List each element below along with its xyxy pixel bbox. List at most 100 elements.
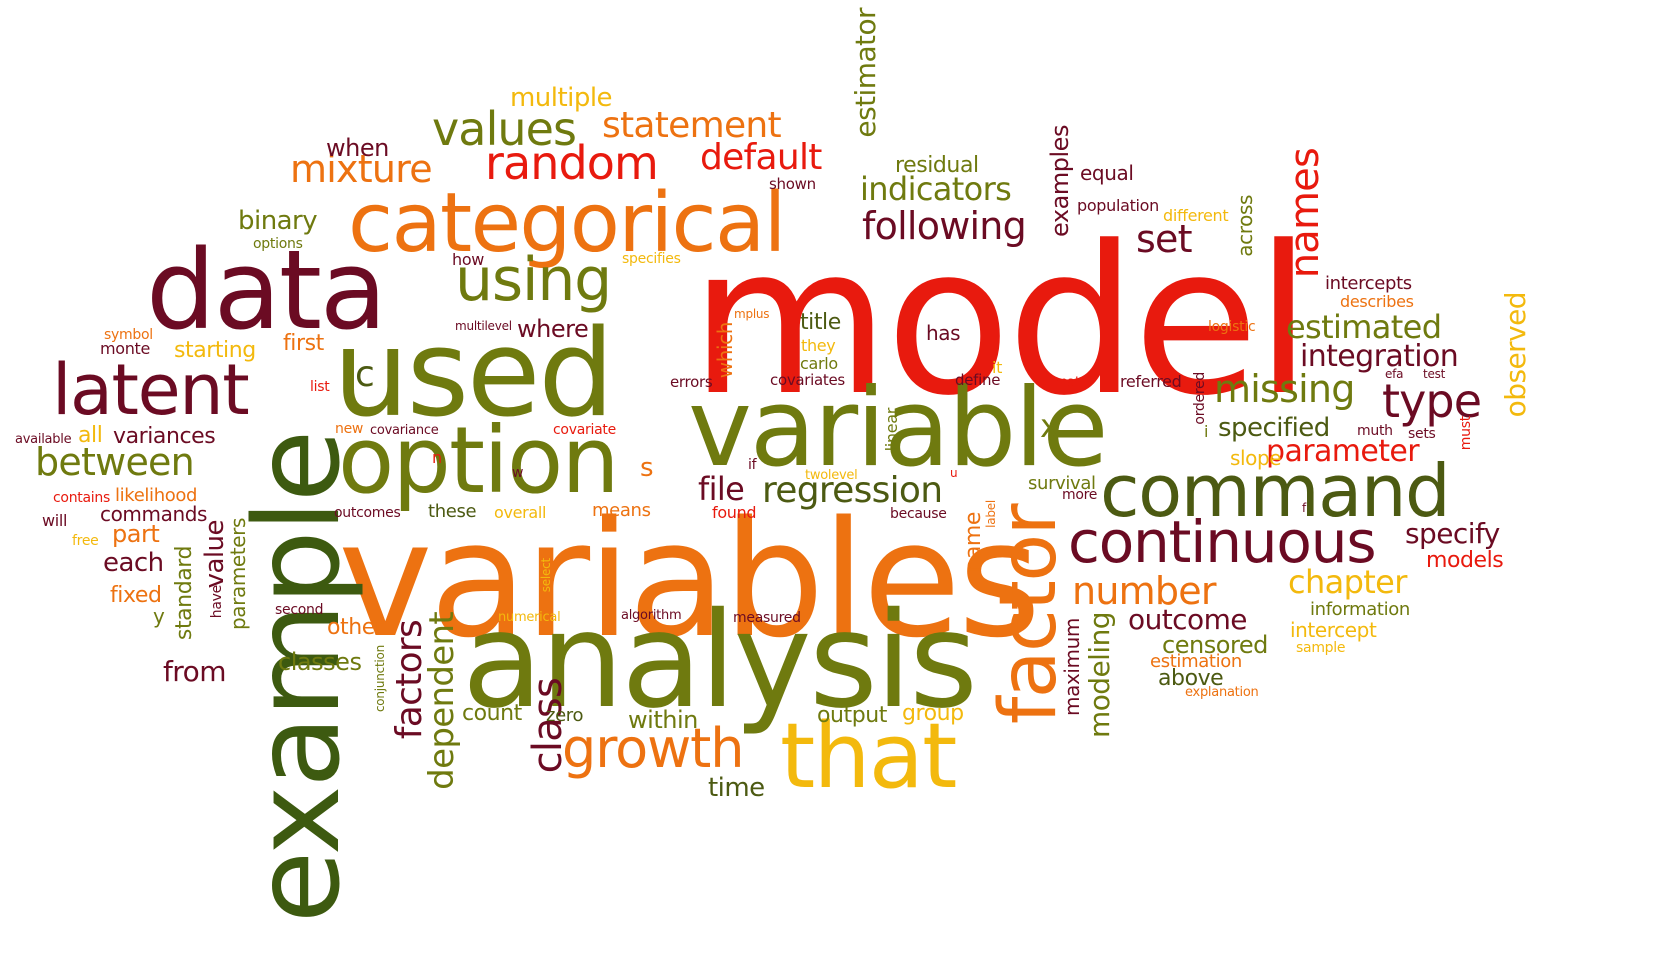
cloud-word-linear: linear — [882, 408, 901, 452]
cloud-word-names: names — [1282, 148, 1328, 279]
cloud-word-time: time — [708, 773, 765, 803]
cloud-word-data: data — [146, 226, 387, 354]
cloud-word-growth: growth — [562, 717, 745, 780]
cloud-word-residual: residual — [895, 153, 979, 178]
cloud-word-modeling: modeling — [1083, 612, 1116, 739]
cloud-word-algorithm: algorithm — [621, 608, 682, 623]
cloud-word-estimation: estimation — [1150, 651, 1242, 672]
cloud-word-sets: sets — [1408, 426, 1436, 442]
cloud-word-population: population — [1077, 196, 1159, 215]
cloud-word-using: using — [455, 245, 612, 315]
cloud-word-intercept: intercept — [1290, 618, 1377, 642]
cloud-word-following: following — [862, 204, 1027, 248]
cloud-word-latent: latent — [52, 349, 250, 431]
cloud-word-has: has — [926, 321, 961, 345]
cloud-word-zero: zero — [546, 705, 584, 726]
cloud-word-if: if — [748, 457, 757, 473]
cloud-word-how: how — [452, 250, 485, 269]
cloud-word-s: s — [640, 453, 654, 483]
cloud-word-label: label — [984, 500, 998, 528]
cloud-word-part: part — [112, 520, 160, 548]
cloud-word-must: must — [1458, 416, 1474, 451]
cloud-word-multilevel: multilevel — [455, 319, 512, 333]
cloud-word-overall: overall — [494, 503, 547, 522]
cloud-word-estimator: estimator — [849, 8, 882, 138]
cloud-word-have: have — [209, 585, 225, 619]
cloud-word-dependent: dependent — [422, 612, 462, 790]
cloud-word-twolevel: twolevel — [805, 468, 858, 483]
cloud-word-define: define — [955, 371, 1001, 389]
cloud-word-select: select — [539, 558, 553, 593]
cloud-word-options: options — [253, 236, 303, 252]
cloud-word-count: count — [462, 701, 522, 726]
cloud-word-variable: variable — [688, 366, 1109, 491]
cloud-word-which: which — [713, 322, 737, 379]
cloud-word-x: x — [1040, 407, 1059, 445]
cloud-word-first: first — [283, 331, 324, 356]
cloud-word-all: all — [78, 423, 103, 448]
cloud-word-these: these — [428, 501, 477, 522]
cloud-word-errors: errors — [670, 373, 713, 391]
cloud-word-more: more — [1062, 487, 1098, 503]
cloud-word-second: second — [275, 602, 324, 618]
cloud-word-w: w — [512, 465, 524, 481]
cloud-word-commands: commands — [100, 502, 208, 526]
cloud-word-c: c — [355, 354, 375, 395]
cloud-word-censored: censored — [1162, 631, 1268, 659]
cloud-word-group: group — [902, 701, 964, 726]
cloud-word-regression: regression — [762, 470, 943, 511]
cloud-word-new: new — [335, 421, 364, 437]
cloud-word-logistic: logistic — [1208, 319, 1256, 335]
cloud-word-referred: referred — [1120, 372, 1182, 391]
cloud-word-other: other — [327, 615, 384, 640]
cloud-word-conjunction: conjunction — [373, 645, 387, 713]
cloud-word-contains: contains — [53, 490, 111, 506]
cloud-word-binary: binary — [238, 206, 318, 236]
cloud-word-muth: muth — [1357, 423, 1393, 439]
cloud-word-used: used — [333, 305, 614, 444]
cloud-word-information: information — [1310, 599, 1410, 620]
cloud-word-free: free — [72, 533, 99, 549]
cloud-word-variances: variances — [113, 424, 216, 449]
cloud-word-different: different — [1163, 206, 1229, 225]
cloud-word-specified: specified — [1218, 413, 1330, 443]
cloud-word-that: that — [780, 704, 957, 809]
cloud-word-command: command — [1100, 449, 1451, 533]
cloud-word-efa: efa — [1385, 367, 1404, 381]
cloud-word-where: where — [517, 315, 589, 343]
cloud-word-covariates: covariates — [770, 371, 845, 389]
cloud-word-because: because — [890, 506, 947, 522]
cloud-word-models: models — [1426, 548, 1504, 573]
cloud-word-categorical: categorical — [348, 176, 786, 271]
cloud-word-factor: factor — [984, 505, 1074, 725]
cloud-word-it: it — [992, 358, 1003, 377]
cloud-word-will: will — [42, 511, 68, 530]
cloud-word-starting: starting — [174, 338, 256, 363]
cloud-word-default: default — [700, 137, 822, 178]
cloud-word-value: value — [200, 520, 230, 589]
cloud-word-within: within — [628, 706, 698, 734]
cloud-word-when: when — [326, 134, 389, 162]
cloud-word-standard: standard — [172, 546, 197, 641]
cloud-word-set: set — [1136, 217, 1193, 261]
cloud-word-output: output — [817, 703, 887, 728]
cloud-word-title: title — [800, 310, 841, 335]
cloud-word-multiple: multiple — [510, 83, 613, 113]
cloud-word-found: found — [712, 503, 757, 522]
cloud-word-symbol: symbol — [104, 327, 153, 343]
cloud-word-examples: examples — [1046, 125, 1074, 237]
cloud-word-between: between — [35, 440, 195, 484]
cloud-word-from: from — [163, 655, 226, 688]
cloud-word-values: values — [432, 102, 577, 156]
cloud-word-mplus: mplus — [734, 307, 770, 321]
cloud-word-intercepts: intercepts — [1325, 273, 1412, 294]
cloud-word-model: model — [690, 203, 1312, 441]
cloud-word-means: means — [592, 500, 651, 521]
cloud-word-observed: observed — [1499, 292, 1532, 418]
cloud-word-equal: equal — [1080, 161, 1134, 185]
cloud-word-across: across — [1233, 195, 1257, 257]
cloud-word-fixed: fixed — [110, 583, 162, 608]
cloud-word-numerical: numerical — [498, 610, 561, 625]
cloud-word-specifies: specifies — [622, 251, 681, 267]
cloud-word-missing: missing — [1214, 367, 1355, 411]
